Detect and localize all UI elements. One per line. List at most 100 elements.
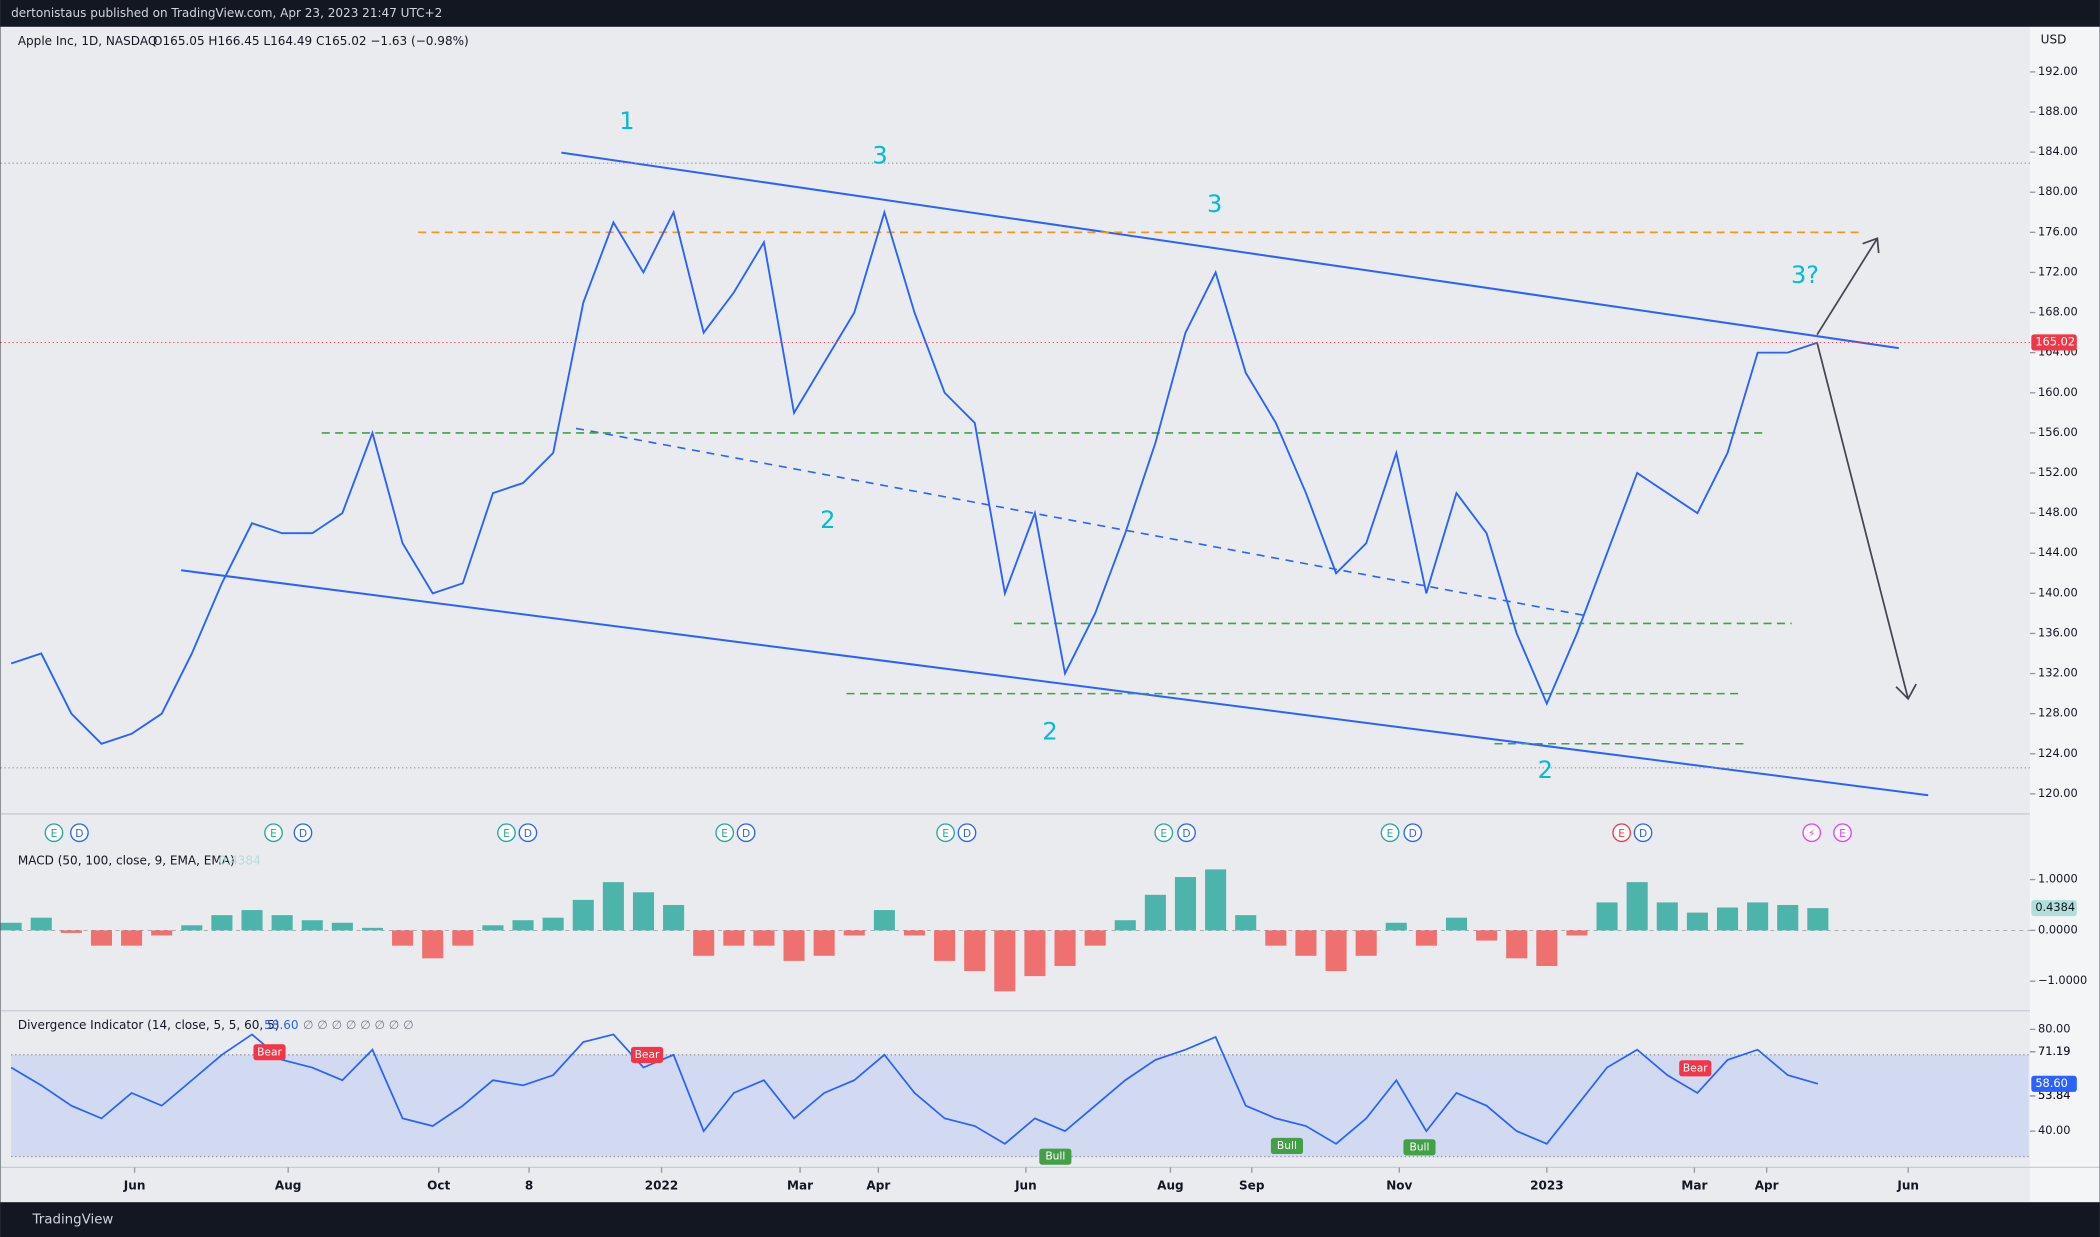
event-badge[interactable] bbox=[293, 823, 313, 843]
indicator-title: Divergence Indicator (14, close, 5, 5, 6… bbox=[18, 1018, 280, 1032]
y-tick-label: 148.00 bbox=[2038, 505, 2078, 519]
event-label[interactable]: E bbox=[270, 827, 277, 840]
event-label[interactable]: D bbox=[75, 827, 83, 840]
x-tick-label: 2022 bbox=[645, 1179, 678, 1193]
event-label[interactable]: E bbox=[1839, 827, 1846, 840]
arrow bbox=[1816, 237, 1880, 336]
divergence-badge bbox=[1679, 1060, 1712, 1077]
histogram-bar bbox=[1716, 907, 1739, 931]
histogram-bar bbox=[241, 910, 263, 931]
bottom-bar bbox=[0, 1202, 2100, 1237]
histogram-bar bbox=[1325, 930, 1347, 972]
chart-title: Apple Inc, 1D, NASDAQ bbox=[18, 34, 157, 48]
histogram-bar bbox=[181, 925, 203, 931]
x-tick-label: Mar bbox=[787, 1179, 813, 1193]
event-badge[interactable] bbox=[957, 823, 977, 843]
footer-brand[interactable]: TradingView bbox=[32, 1213, 114, 1228]
y-tick-label: 136.00 bbox=[2038, 625, 2078, 639]
y-tick-label: −1.0000 bbox=[2038, 973, 2087, 987]
event-label[interactable]: E bbox=[1618, 827, 1625, 840]
event-badge[interactable] bbox=[715, 823, 735, 843]
y-tick-label: 192.00 bbox=[2038, 64, 2078, 78]
event-badge[interactable] bbox=[1802, 823, 1822, 843]
event-label[interactable]: E bbox=[503, 827, 510, 840]
event-badge[interactable] bbox=[936, 823, 955, 843]
histogram-bar bbox=[1024, 930, 1046, 977]
event-badge[interactable] bbox=[518, 823, 538, 843]
indicator-value: 0.4384 bbox=[219, 853, 261, 867]
event-label[interactable]: E bbox=[1387, 827, 1394, 840]
event-label[interactable]: ⚡ bbox=[1808, 827, 1816, 840]
histogram-bar bbox=[392, 930, 414, 946]
last-value-box bbox=[2031, 1075, 2077, 1092]
histogram-bar bbox=[1596, 902, 1618, 931]
last-value-label: 0.4384 bbox=[2035, 900, 2075, 914]
y-tick-label: 140.00 bbox=[2038, 585, 2078, 599]
histogram-bar bbox=[331, 922, 353, 931]
indicator-flags: ∅ ∅ ∅ ∅ ∅ ∅ ∅ ∅ bbox=[303, 1018, 414, 1032]
x-tick-label: Oct bbox=[427, 1179, 450, 1193]
histogram-bar bbox=[1686, 912, 1708, 931]
x-tick-label: Aug bbox=[1157, 1179, 1184, 1193]
histogram-bar bbox=[1445, 917, 1468, 931]
histogram-bar bbox=[994, 930, 1016, 992]
event-label[interactable]: D bbox=[524, 827, 532, 840]
event-badge[interactable] bbox=[264, 823, 283, 843]
histogram-bar bbox=[1054, 930, 1076, 966]
x-tick-label: Sep bbox=[1239, 1179, 1265, 1193]
currency: USD bbox=[2041, 33, 2067, 47]
divergence-pane: 80.0071.1971.1953.8453.8440.0058.60Diver… bbox=[10, 1018, 2077, 1165]
histogram-bar bbox=[301, 920, 323, 931]
histogram-bar bbox=[1656, 902, 1678, 931]
y-tick-label: 71.19 bbox=[2038, 1044, 2071, 1058]
histogram-bar bbox=[1355, 930, 1377, 956]
y-tick-label: 132.00 bbox=[2038, 666, 2078, 680]
event-badge[interactable] bbox=[70, 823, 89, 843]
event-badge[interactable] bbox=[1612, 823, 1632, 843]
indicator-value: 58.60 bbox=[264, 1018, 298, 1032]
y-tick-label: 184.00 bbox=[2038, 144, 2078, 158]
event-label[interactable]: D bbox=[963, 827, 971, 840]
event-label[interactable]: E bbox=[721, 827, 728, 840]
y-tick-label: 120.00 bbox=[2038, 786, 2078, 800]
event-badge[interactable] bbox=[497, 823, 516, 843]
histogram-bar bbox=[1747, 902, 1769, 931]
histogram-bar bbox=[1265, 930, 1287, 946]
event-label[interactable]: D bbox=[742, 827, 750, 840]
x-tick-label: 2023 bbox=[1530, 1179, 1564, 1193]
event-label[interactable]: E bbox=[1160, 827, 1167, 840]
event-badge[interactable] bbox=[1633, 823, 1653, 843]
divergence-badge bbox=[1039, 1148, 1072, 1165]
indicator-title: MACD (50, 100, close, 9, EMA, EMA) bbox=[18, 853, 235, 867]
histogram-bar bbox=[903, 930, 926, 936]
divergence-label: Bull bbox=[1277, 1139, 1297, 1152]
event-label[interactable]: D bbox=[299, 827, 307, 840]
event-label[interactable]: D bbox=[1182, 827, 1190, 840]
event-badge[interactable] bbox=[44, 823, 64, 843]
price-axis-area bbox=[2029, 26, 2100, 1203]
histogram-bar bbox=[572, 899, 594, 931]
y-tick-label: 0.0000 bbox=[2038, 922, 2078, 936]
histogram-bar bbox=[1476, 930, 1498, 941]
event-label[interactable]: D bbox=[1409, 827, 1417, 840]
event-label[interactable]: E bbox=[51, 827, 58, 840]
event-badge[interactable] bbox=[1403, 823, 1423, 843]
event-badge[interactable] bbox=[1154, 823, 1174, 843]
price-pane: 120.00 124.00 128.00 132.00 136.00 140.00 144.… bbox=[0, 33, 2078, 843]
event-badge[interactable] bbox=[1380, 823, 1400, 843]
histogram-bar bbox=[1807, 908, 1829, 931]
histogram-bar bbox=[1566, 930, 1588, 936]
last-value-box bbox=[2031, 334, 2077, 351]
histogram-bar bbox=[602, 882, 624, 931]
y-tick-label: 168.00 bbox=[2038, 305, 2078, 319]
event-badge[interactable] bbox=[1833, 823, 1852, 843]
event-label[interactable]: D bbox=[1639, 827, 1647, 840]
histogram-bar bbox=[422, 930, 444, 959]
histogram-bar bbox=[1205, 869, 1227, 931]
event-label[interactable]: E bbox=[942, 827, 949, 840]
histogram-bar bbox=[934, 930, 956, 961]
event-badge[interactable] bbox=[1177, 823, 1196, 843]
event-badge[interactable] bbox=[736, 823, 756, 843]
